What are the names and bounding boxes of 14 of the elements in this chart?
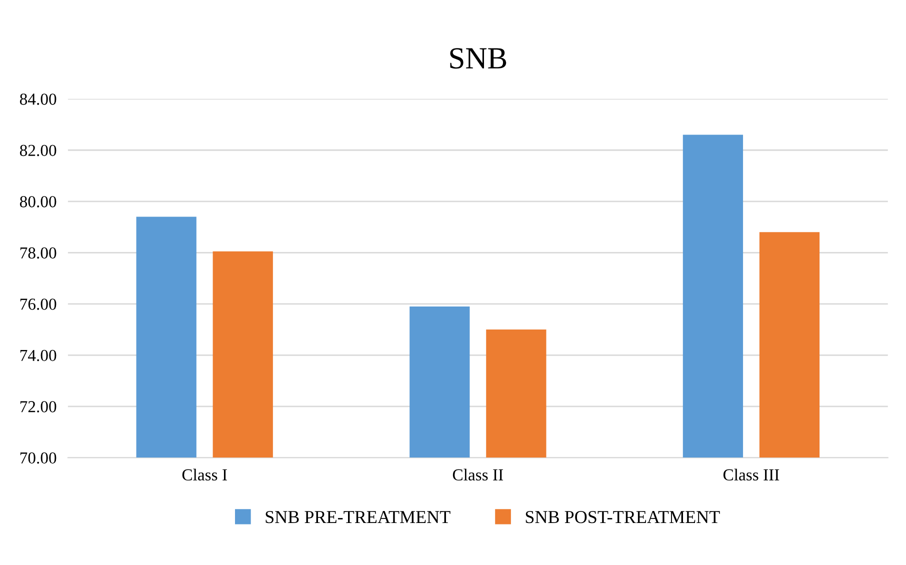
y-tick-label: 74.00 — [20, 350, 56, 362]
legend-label: SNB POST-TREATMENT — [526, 511, 720, 524]
y-tick-label: 72.00 — [20, 401, 56, 412]
y-tick-label: 82.00 — [20, 144, 56, 156]
chart-title: SNB — [450, 48, 506, 69]
legend-label: SNB PRE-TREATMENT — [266, 511, 450, 524]
x-tick-label: Class I — [182, 468, 227, 480]
x-tick-label: Class III — [723, 468, 780, 480]
y-tick-label: 78.00 — [20, 247, 56, 259]
y-tick-label: 80.00 — [20, 196, 56, 208]
y-tick-label: 76.00 — [20, 298, 56, 310]
y-tick-label: 70.00 — [20, 452, 56, 464]
x-tick-label: Class II — [452, 468, 504, 480]
y-tick-label: 84.00 — [20, 94, 56, 105]
